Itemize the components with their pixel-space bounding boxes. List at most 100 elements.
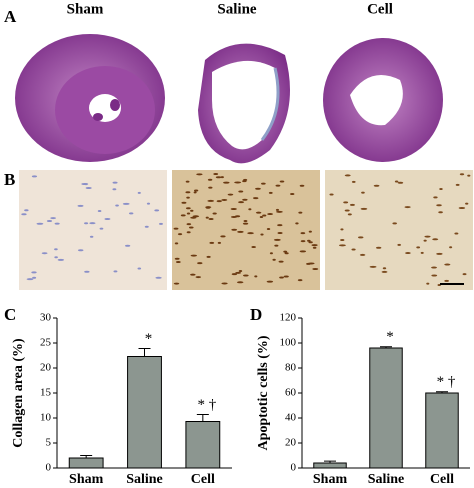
nucleus	[275, 208, 280, 211]
nucleus	[128, 212, 134, 215]
nucleus	[21, 213, 27, 216]
column-header: Saline	[217, 1, 257, 17]
nucleus	[454, 232, 459, 235]
nucleus	[308, 230, 312, 233]
nucleus	[85, 187, 92, 190]
nucleus	[212, 212, 217, 215]
nucleus	[185, 207, 191, 210]
nucleus	[344, 209, 350, 212]
error-bar	[80, 455, 93, 458]
nucleus	[311, 244, 318, 247]
nucleus	[146, 202, 151, 205]
nucleus	[230, 207, 237, 210]
nucleus	[300, 240, 306, 243]
nucleus	[77, 204, 84, 207]
nucleus	[420, 251, 424, 254]
nucleus	[186, 196, 190, 199]
nucleus	[197, 262, 203, 265]
nucleus	[340, 239, 345, 242]
bar	[185, 421, 221, 469]
y-tick-label: 30	[40, 312, 52, 324]
nucleus	[444, 263, 451, 266]
heart-section	[323, 38, 443, 162]
nucleus	[193, 189, 199, 192]
nucleus	[253, 197, 259, 200]
panel-label: C	[4, 305, 16, 324]
nucleus	[243, 219, 248, 222]
nucleus	[180, 214, 186, 217]
nucleus	[426, 282, 430, 285]
nucleus	[278, 260, 284, 263]
nucleus	[155, 276, 162, 279]
nucleus	[432, 238, 439, 241]
error-bar	[380, 346, 392, 348]
nucleus	[181, 201, 187, 204]
cell-nuclei	[21, 173, 471, 287]
nucleus	[174, 242, 179, 245]
nucleus	[242, 274, 249, 277]
nucleus	[369, 265, 377, 268]
nucleus	[215, 176, 222, 179]
nucleus	[268, 191, 273, 194]
nucleus	[248, 208, 252, 211]
significance-mark: *	[145, 331, 153, 347]
nucleus	[397, 243, 401, 246]
y-tick-label: 5	[46, 437, 52, 449]
nucleus	[376, 246, 382, 249]
column-header: Sham	[67, 1, 104, 17]
nucleus	[347, 213, 352, 216]
nucleus	[438, 211, 443, 214]
nucleus	[190, 273, 196, 276]
nucleus	[343, 201, 349, 204]
nucleus	[54, 256, 58, 259]
nucleus	[213, 173, 219, 176]
nucleus	[308, 241, 313, 244]
nucleus	[242, 180, 247, 183]
nucleus	[312, 246, 317, 249]
nucleus	[195, 276, 202, 279]
nucleus	[192, 215, 200, 218]
nucleus	[209, 241, 215, 244]
nucleus	[57, 258, 65, 261]
heart-section	[15, 34, 165, 162]
nucleus	[159, 222, 163, 225]
y-tick-label: 120	[280, 312, 297, 324]
bar	[425, 392, 459, 469]
nucleus	[238, 201, 245, 204]
nucleus	[177, 233, 183, 236]
nucleus	[89, 235, 94, 238]
y-tick-label: 20	[40, 362, 52, 374]
significance-mark: * †	[437, 374, 456, 390]
nucleus	[193, 191, 197, 194]
nucleus	[230, 215, 238, 218]
nucleus	[351, 248, 356, 251]
nucleus	[54, 222, 60, 225]
x-tick-label: Cell	[430, 472, 454, 487]
nucleus	[238, 269, 243, 272]
nucleus	[275, 184, 281, 187]
panel-label: A	[4, 7, 17, 26]
nucleus	[32, 276, 37, 279]
nucleus	[175, 261, 181, 264]
nucleus	[382, 267, 387, 270]
nucleus	[462, 273, 467, 276]
nucleus	[255, 187, 261, 190]
y-tick-label: 20	[285, 437, 297, 449]
nucleus	[31, 271, 37, 274]
nucleus	[381, 270, 388, 273]
nucleus	[338, 244, 346, 247]
nucleus	[216, 200, 222, 203]
nucleus	[186, 231, 191, 234]
nucleus	[236, 281, 244, 284]
nucleus	[423, 239, 427, 242]
nucleus	[238, 190, 244, 193]
nucleus	[208, 218, 214, 221]
error-bar	[436, 391, 448, 393]
nucleus	[36, 222, 44, 225]
nucleus	[373, 184, 380, 187]
nucleus	[154, 209, 160, 212]
nucleus	[185, 191, 191, 194]
nucleus	[190, 254, 198, 257]
nucleus	[267, 213, 274, 216]
nucleus	[205, 206, 211, 209]
